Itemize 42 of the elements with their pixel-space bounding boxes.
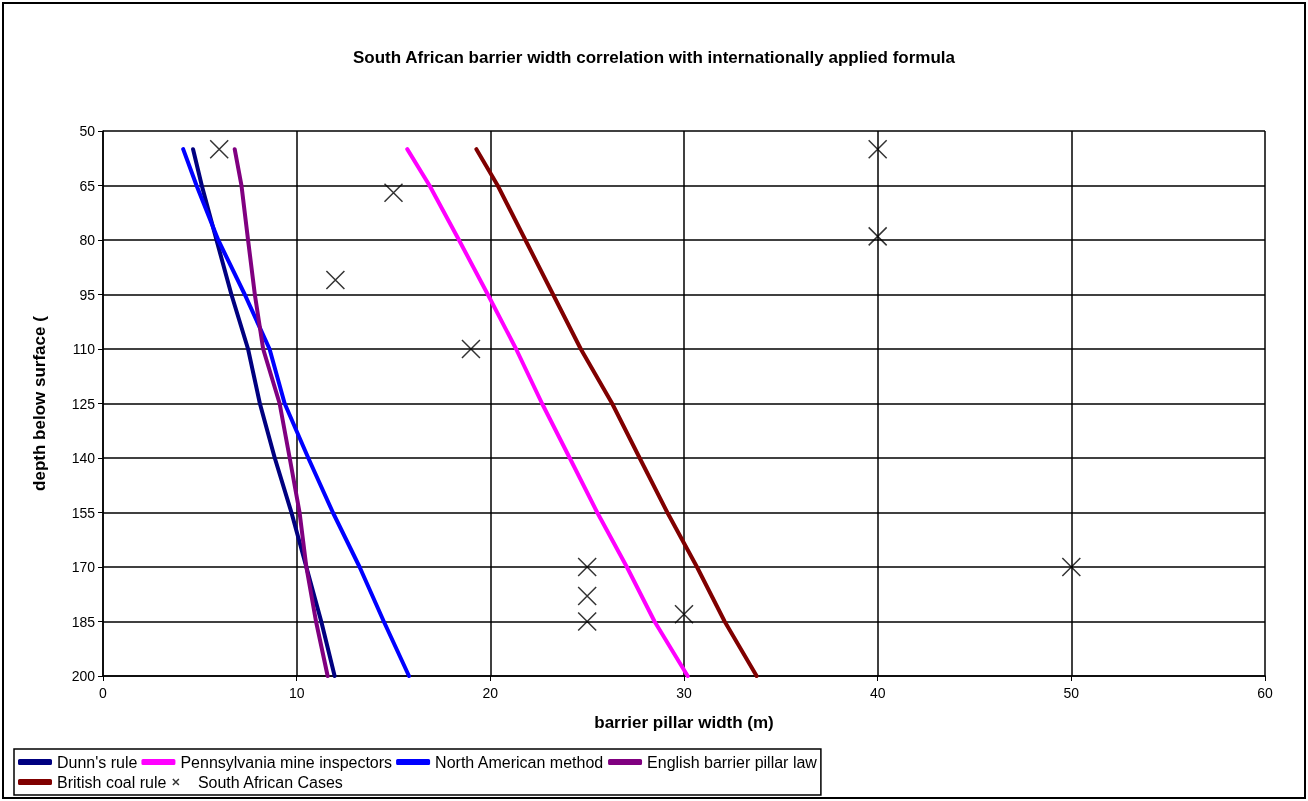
y-tick-label: 155 — [71, 504, 96, 521]
y-tick-label: 50 — [79, 123, 96, 139]
x-tick-label: 10 — [288, 685, 305, 701]
legend-label: Pennsylvania mine inspectors — [180, 753, 393, 771]
y-tick-label: 170 — [71, 559, 96, 575]
line-series — [405, 147, 690, 678]
y-tick-label: 80 — [79, 232, 96, 248]
y-tick-label: 185 — [71, 613, 96, 630]
legend-label: English barrier pillar law — [647, 753, 818, 771]
y-tick-label: 140 — [71, 450, 96, 466]
line-series — [181, 147, 411, 678]
point — [577, 586, 597, 606]
line-series — [232, 147, 330, 678]
point — [383, 183, 404, 203]
point — [867, 139, 888, 159]
y-axis-title: depth below surface ( — [30, 315, 49, 491]
point — [674, 604, 694, 624]
point — [1061, 557, 1082, 577]
legend-label: South African Cases — [197, 773, 343, 791]
y-tick-label: 200 — [71, 668, 96, 684]
point — [325, 270, 346, 290]
y-tick-label: 110 — [72, 341, 96, 357]
x-tick-label: 20 — [482, 685, 499, 701]
y-tick-label: 65 — [79, 177, 96, 194]
point — [867, 226, 888, 247]
x-tick-label: 0 — [99, 685, 108, 701]
x-tick-label: 30 — [676, 685, 692, 701]
legend-label: North American method — [435, 753, 604, 771]
chart-title: South African barrier width correlation with internationally applied formula — [353, 48, 956, 67]
line-series — [474, 147, 759, 678]
point — [577, 557, 597, 577]
point — [461, 339, 481, 359]
x-tick-label: 50 — [1063, 685, 1080, 701]
y-tick-label: 95 — [79, 286, 96, 303]
x-tick-label: 60 — [1257, 685, 1273, 701]
x-axis-title: barrier pillar width (m) — [594, 713, 774, 732]
legend-label: Dunn's rule — [57, 753, 138, 771]
x-tick-label: 40 — [869, 685, 886, 701]
point — [209, 139, 229, 159]
legend-label: British coal rule — [57, 773, 167, 791]
point — [577, 611, 597, 632]
y-tick-label: 125 — [71, 395, 96, 412]
